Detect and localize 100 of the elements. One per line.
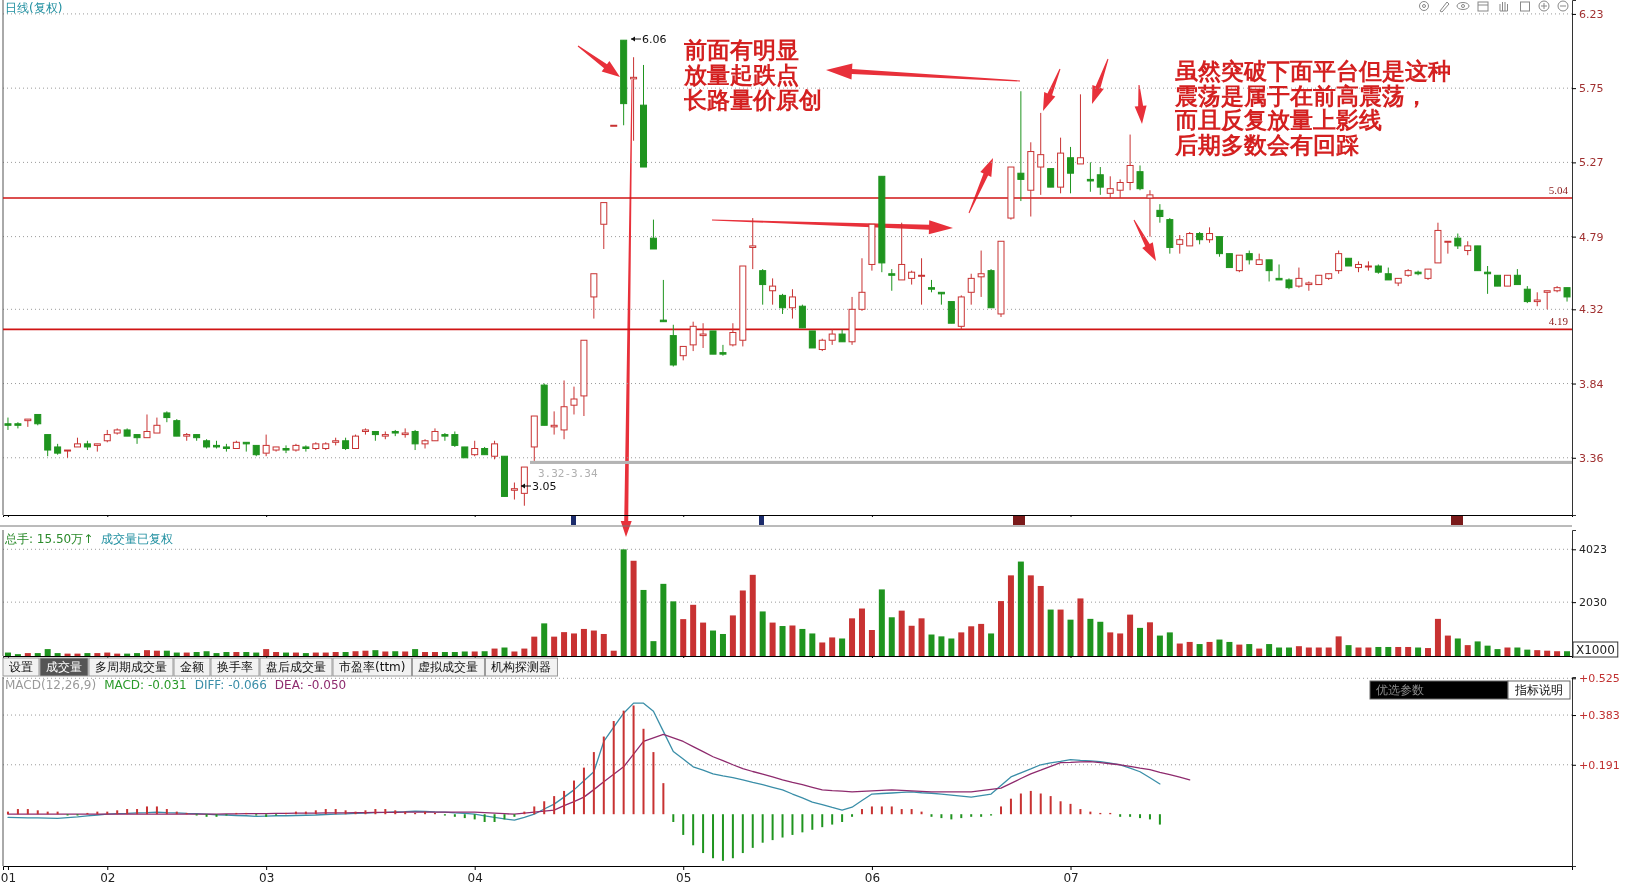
bar	[930, 814, 933, 817]
annotation: 放量起跌点	[683, 63, 799, 88]
bar	[26, 809, 29, 815]
bar	[243, 652, 250, 656]
bar	[870, 806, 873, 815]
bar	[731, 814, 734, 859]
annotation: 后期多数会有回踩	[1174, 132, 1360, 158]
bar	[165, 809, 168, 815]
annotation: 震荡是属于在前高震荡，	[1174, 82, 1428, 109]
bar	[1146, 622, 1153, 656]
candlestick	[600, 202, 608, 250]
bar	[503, 814, 506, 820]
annotation: 前面有明显	[683, 38, 799, 63]
bar	[948, 638, 955, 656]
candlestick	[491, 440, 499, 460]
bar	[958, 632, 965, 656]
candlestick	[282, 444, 290, 454]
candlestick	[1017, 90, 1025, 202]
y-tick-label: 3.36	[1579, 451, 1604, 465]
bar	[682, 814, 685, 835]
bar	[1069, 803, 1072, 815]
x-tick-label: 03	[259, 870, 275, 885]
bar	[44, 649, 51, 656]
candlestick	[918, 257, 926, 306]
bar	[302, 653, 309, 656]
bar	[116, 810, 119, 815]
bar	[600, 633, 607, 656]
bar	[1444, 635, 1451, 656]
candlestick	[769, 277, 777, 306]
bar	[1295, 646, 1302, 656]
x-tick-label: 07	[1063, 870, 1079, 885]
bar	[1156, 635, 1163, 656]
tab: 市盈率(ttm)	[332, 657, 412, 677]
bar	[543, 801, 546, 815]
bar	[94, 653, 101, 656]
bar	[771, 814, 774, 841]
bar	[602, 736, 605, 815]
line-series	[7, 702, 1161, 821]
bar	[493, 814, 496, 822]
bar	[1285, 647, 1292, 656]
bar	[769, 622, 776, 656]
bar	[145, 806, 148, 815]
bar	[1107, 632, 1114, 656]
bar	[463, 814, 466, 819]
bar	[1236, 644, 1243, 656]
bar	[811, 814, 814, 830]
y-tick-label: 5.75	[1579, 82, 1604, 96]
annotation: 优选参数	[1376, 683, 1424, 697]
bar	[980, 814, 983, 817]
bar	[481, 651, 488, 656]
annotation: 而且反复放量上影线	[1174, 108, 1382, 133]
bar	[1079, 809, 1082, 815]
bar	[136, 809, 139, 815]
text: DEA: -0.050	[274, 678, 347, 692]
bar	[612, 721, 615, 815]
bar	[473, 814, 476, 820]
bar	[1524, 649, 1531, 656]
annotation: 虽然突破下面平台但是这种	[1174, 58, 1451, 84]
bar	[531, 636, 538, 656]
tab: 金额	[173, 657, 211, 677]
bar	[662, 783, 665, 815]
candlestick	[719, 344, 727, 357]
candlestick	[133, 434, 141, 445]
bar	[1186, 641, 1193, 656]
x-tick-label: 01	[0, 870, 17, 885]
bar	[1246, 644, 1253, 656]
bar	[561, 632, 568, 656]
annotation: 6.06	[642, 33, 667, 46]
bar	[451, 652, 458, 656]
y-tick-label: +0.383	[1579, 709, 1620, 723]
bar	[483, 814, 486, 822]
bar	[1256, 648, 1263, 656]
bar	[384, 809, 387, 815]
bar	[551, 636, 558, 656]
bar	[880, 806, 883, 815]
bar	[1385, 646, 1392, 656]
bar	[431, 652, 438, 656]
candlestick	[1136, 164, 1144, 191]
bar	[1564, 651, 1571, 656]
bar	[1029, 790, 1032, 815]
candlestick	[630, 56, 638, 142]
bar	[344, 810, 347, 815]
bar	[741, 814, 744, 854]
y-tick-label: +0.525	[1579, 672, 1620, 686]
bar	[918, 618, 925, 656]
candlestick	[1444, 240, 1452, 255]
candlestick	[1265, 259, 1273, 282]
bar	[1375, 646, 1382, 656]
line-series	[7, 733, 1191, 815]
bar	[263, 649, 270, 656]
bar	[841, 814, 844, 822]
candlestick	[1176, 234, 1184, 255]
bar	[1544, 650, 1551, 656]
candlestick	[779, 293, 787, 315]
bar	[749, 574, 756, 656]
candlestick	[1295, 267, 1303, 289]
bar	[751, 814, 754, 848]
candlestick	[759, 268, 767, 306]
x-tick-label: 06	[864, 870, 881, 885]
bar	[364, 810, 367, 815]
